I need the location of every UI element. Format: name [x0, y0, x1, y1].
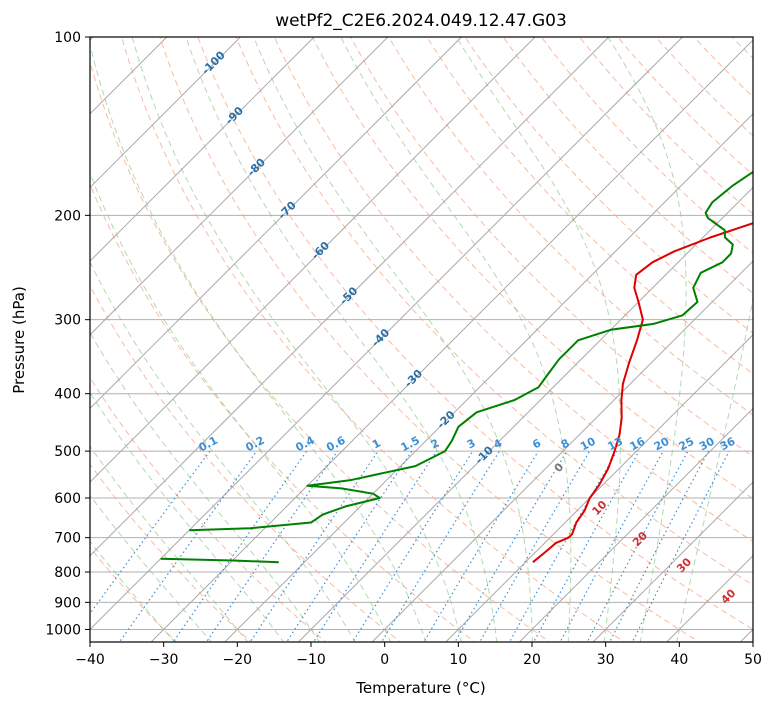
moist-adiabat-line — [131, 37, 462, 642]
plot-grid — [90, 37, 753, 642]
plot-frame — [89, 36, 754, 643]
y-tick-label: 400 — [54, 387, 81, 403]
sounding-series-0 — [532, 222, 753, 563]
isotherm-line — [223, 113, 753, 642]
mixing-ratio-label: 13 — [605, 435, 625, 454]
mixing-ratio-label: 10 — [578, 435, 598, 454]
moist-adiabat-line — [607, 37, 687, 642]
mixing-ratio-line — [479, 450, 591, 642]
dry-adiabat-line — [426, 37, 753, 375]
sounding-profiles — [160, 170, 753, 564]
isotherm-line — [297, 186, 753, 642]
mixing-ratio-line — [285, 450, 413, 642]
x-tick-label: 30 — [597, 652, 615, 668]
isotherm-line — [518, 407, 753, 642]
isotherm-line — [90, 37, 315, 262]
mixing-ratio-line — [423, 450, 539, 642]
x-tick-label: −10 — [296, 652, 326, 668]
x-tick-label: 0 — [380, 652, 389, 668]
isotherm-line — [592, 481, 753, 642]
mixing-ratio-label: 20 — [652, 435, 672, 454]
mixing-ratio-label: 30 — [697, 435, 717, 454]
isotherm-line — [90, 37, 242, 189]
isotherm-line — [150, 39, 753, 642]
isotherm-line — [371, 260, 753, 642]
isotherm-line — [444, 334, 753, 642]
dry-adiabat-line — [90, 463, 252, 642]
moist-adiabat-line — [676, 296, 753, 642]
mixing-ratio-line — [312, 450, 438, 642]
dry-adiabat-line — [235, 37, 753, 586]
x-tick-label: −40 — [75, 652, 105, 668]
sounding-series-1 — [189, 170, 753, 532]
y-axis-title: Pressure (hPa) — [10, 286, 28, 394]
moist-adiabat-line — [253, 37, 533, 642]
x-tick-label: 50 — [744, 652, 762, 668]
isotherm-line — [90, 37, 389, 336]
dry-adiabat-line — [90, 376, 327, 642]
moist-adiabat-line — [90, 391, 285, 642]
y-tick-label: 600 — [54, 491, 81, 507]
isotherm-line — [90, 37, 463, 410]
mixing-ratio-line — [352, 450, 474, 642]
dry-adiabat-line — [311, 37, 753, 500]
x-axis-title: Temperature (°C) — [355, 679, 485, 697]
moist-adiabat-line — [90, 331, 321, 642]
moist-adiabat-line — [455, 37, 622, 642]
dry-adiabat-line — [197, 37, 753, 630]
sounding-series-2 — [160, 557, 279, 564]
mixing-ratio-line — [249, 450, 379, 642]
y-tick-label: 1000 — [45, 622, 81, 638]
mixing-ratio-label: 25 — [677, 435, 697, 454]
y-tick-label: 100 — [54, 30, 81, 46]
moist-adiabat-line — [90, 172, 392, 642]
dry-adiabat-line — [121, 37, 626, 642]
y-tick-label: 200 — [54, 208, 81, 224]
dry-adiabat-line — [90, 60, 551, 642]
dry-adiabat-line — [388, 37, 753, 416]
mixing-ratio-line — [609, 450, 710, 642]
x-tick-label: 10 — [449, 652, 467, 668]
dry-adiabat-line — [159, 37, 701, 642]
mixing-ratio-line — [631, 450, 730, 642]
y-tick-label: 800 — [54, 565, 81, 581]
x-tick-label: −30 — [149, 652, 179, 668]
mixing-ratio-line — [380, 450, 501, 642]
x-tick-label: 40 — [670, 652, 688, 668]
chart-title: wetPf2_C2E6.2024.049.12.47.G03 — [275, 11, 567, 31]
mixing-ratio-line — [508, 450, 618, 642]
x-tick-label: −20 — [223, 652, 253, 668]
moist-adiabat-line — [90, 260, 356, 642]
mixing-ratio-line — [90, 450, 211, 615]
moist-adiabat-line — [340, 37, 572, 642]
isotherm-line — [90, 37, 536, 483]
y-tick-label: 300 — [54, 313, 81, 329]
moist-adiabat-line — [90, 445, 249, 642]
moist-adiabat-line — [90, 42, 427, 642]
mixing-ratio-line — [205, 450, 338, 642]
dry-adiabat-line — [350, 37, 753, 458]
mixing-ratio-line — [454, 450, 568, 642]
y-tick-label: 900 — [54, 595, 81, 611]
isotherm-line — [90, 37, 610, 557]
mixing-ratio-label: 36 — [718, 434, 738, 453]
dry-adiabat-line — [273, 37, 753, 543]
x-tick-label: 20 — [523, 652, 541, 668]
mixing-ratio-label: 16 — [628, 435, 648, 454]
moist-adiabat-line — [90, 494, 212, 642]
moist-adiabat-line — [185, 37, 498, 642]
y-tick-label: 700 — [54, 531, 81, 547]
isotherm-line — [90, 37, 684, 631]
dry-adiabat-line — [90, 183, 476, 642]
y-tick-label: 500 — [54, 444, 81, 460]
axes: −40 −30 −20 −10 0 10 20 30 40 50 100 200 300 400 500 60… — [45, 30, 762, 668]
